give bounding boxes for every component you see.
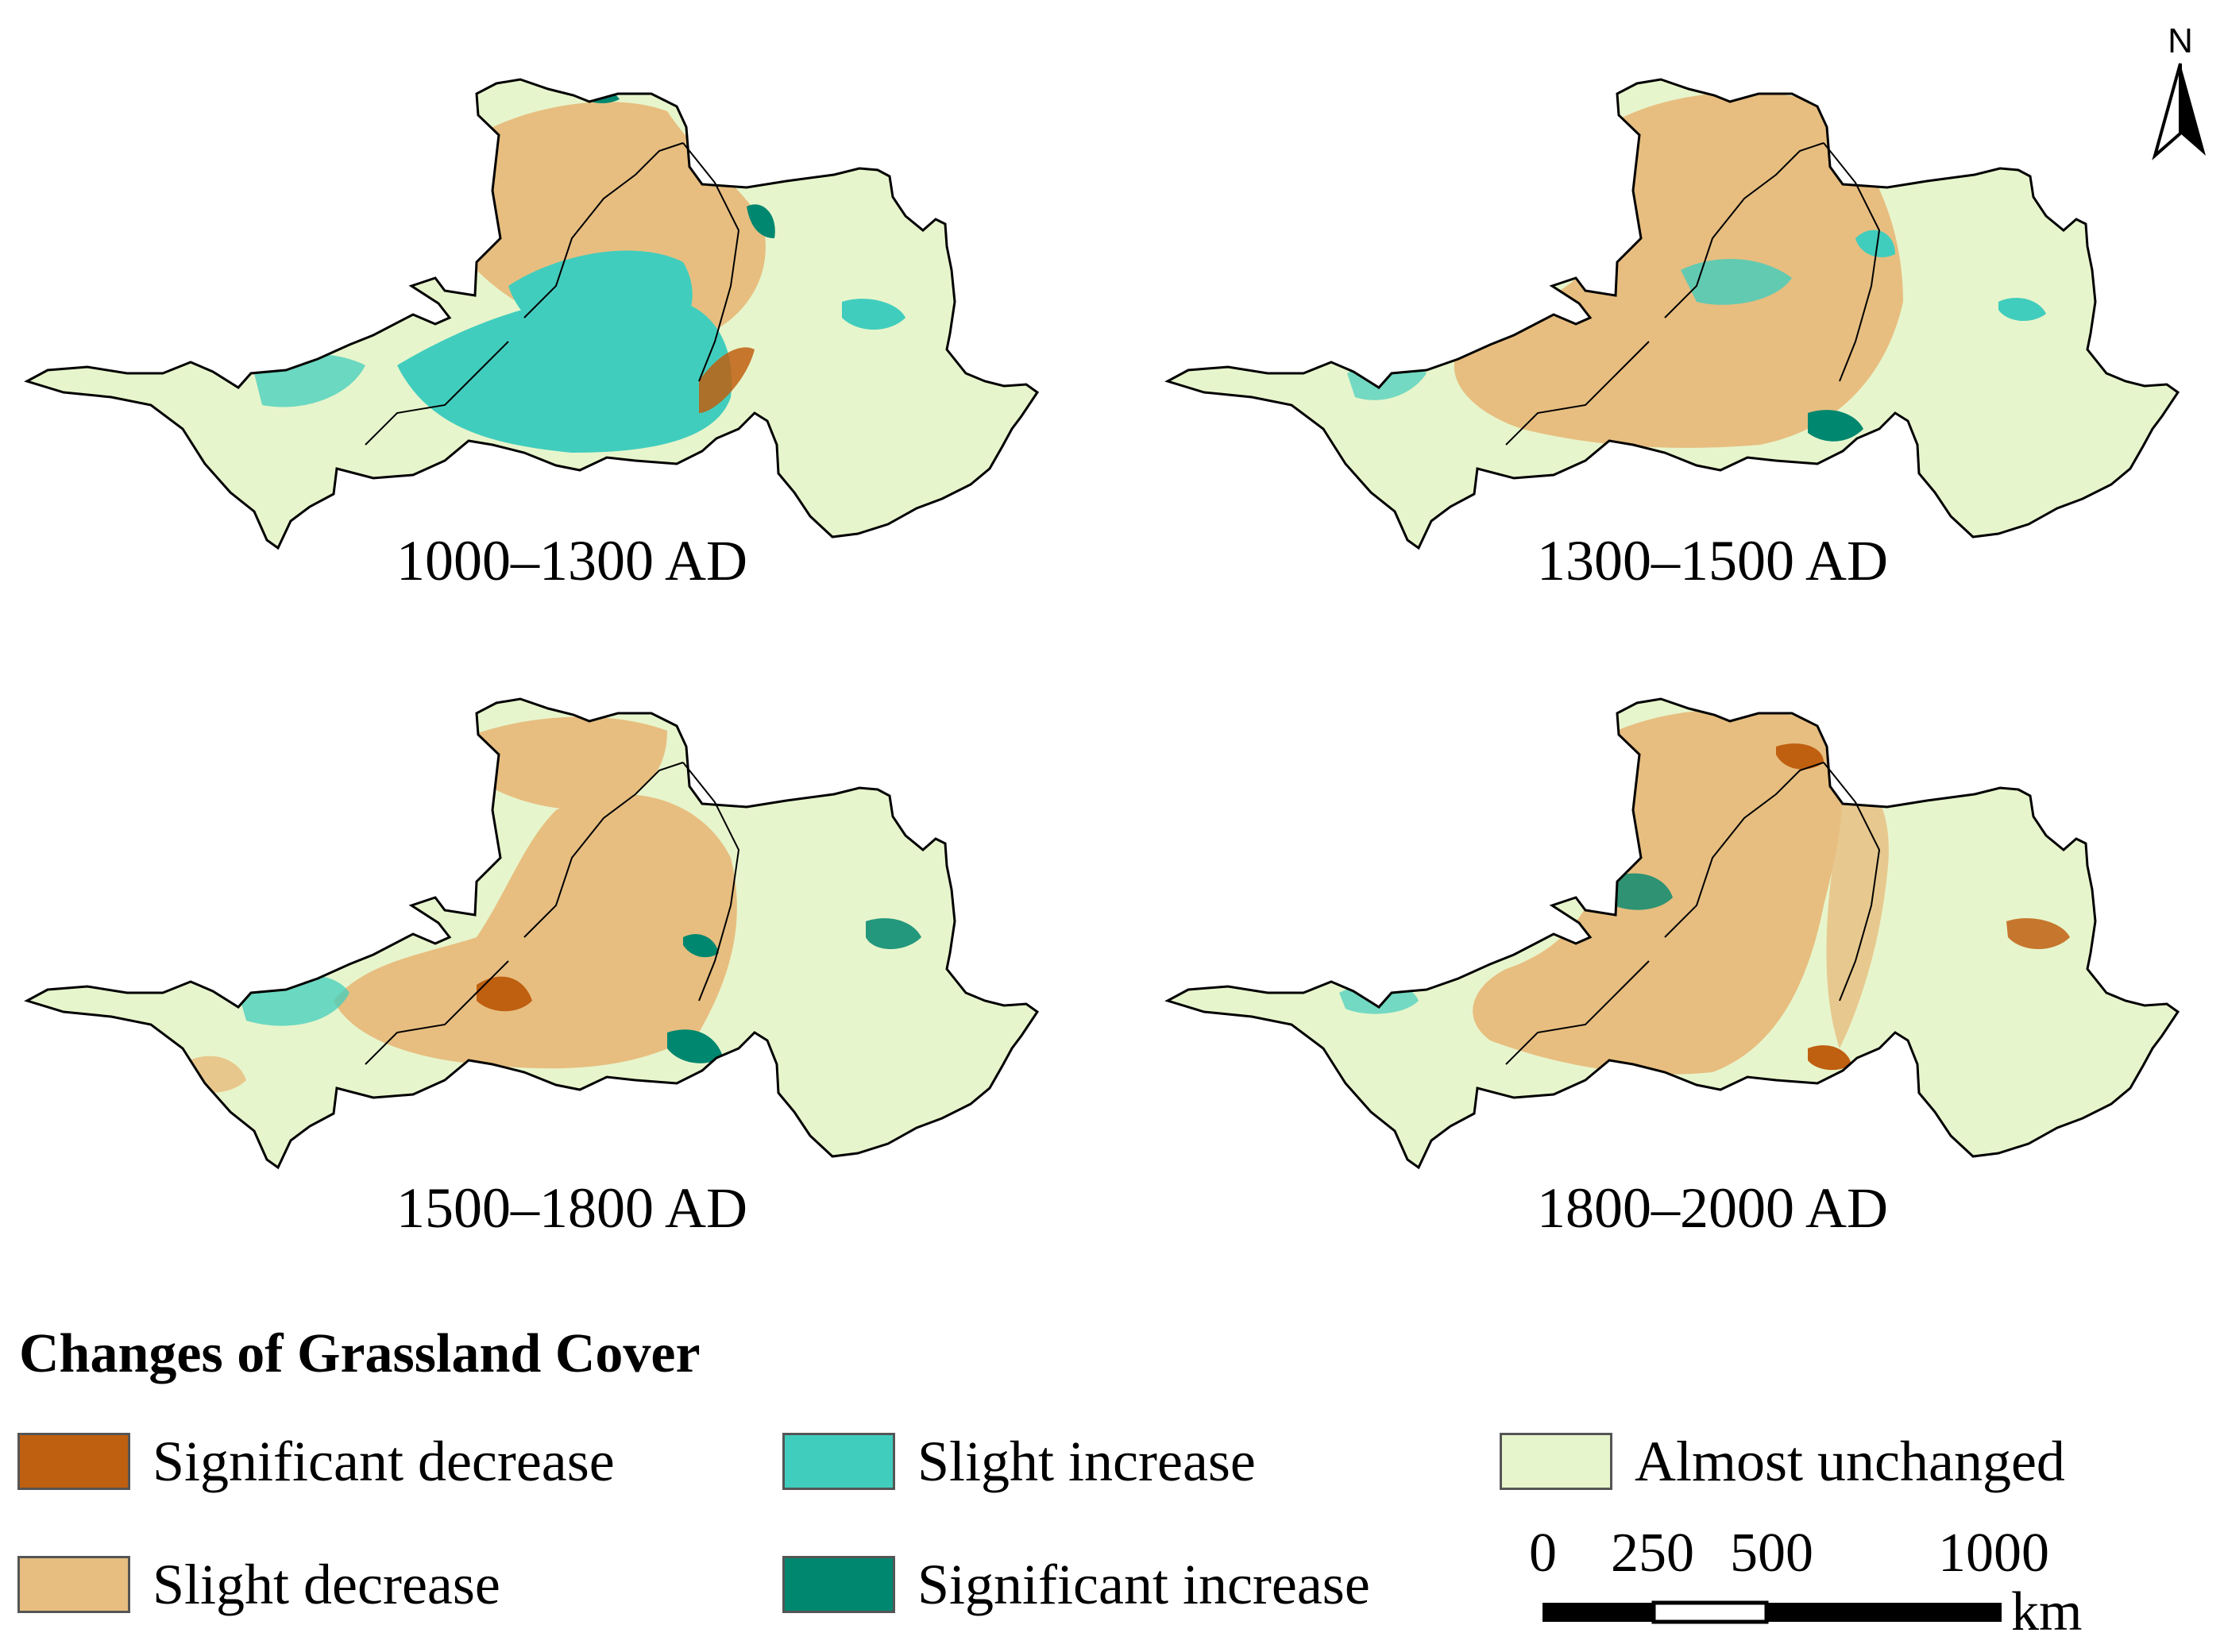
scale-tick-0: 0 [1529, 1523, 1557, 1584]
scale-tick-250: 250 [1611, 1523, 1694, 1584]
legend-swatch-significant-increase [782, 1556, 895, 1613]
scale-tick-1000: 1000 [1938, 1523, 2049, 1584]
legend-item-slight-increase: Slight increase [782, 1430, 1256, 1493]
period-label-4: 1800–2000 AD [1536, 1176, 1889, 1240]
grid-cover-3 [183, 716, 921, 1093]
map-panels [25, 78, 2180, 1169]
map-panel-1000-1300 [25, 78, 1039, 550]
legend-label-significant-increase: Significant increase [917, 1552, 1370, 1616]
scale-tick-500: 500 [1730, 1523, 1813, 1584]
legend-label-almost-unchanged: Almost unchanged [1635, 1429, 2065, 1493]
north-arrow: N [2149, 14, 2212, 169]
north-label: N [2168, 21, 2193, 60]
period-label-2: 1300–1500 AD [1536, 529, 1889, 592]
period-label-3: 1500–1800 AD [396, 1176, 748, 1240]
legend-swatch-significant-decrease [17, 1433, 130, 1490]
legend-label-significant-decrease: Significant decrease [153, 1429, 615, 1493]
grid-cover-2 [1347, 92, 2046, 448]
legend-item-significant-decrease: Significant decrease [17, 1430, 615, 1493]
scale-bar [1543, 1600, 2002, 1624]
map-panel-1300-1500 [1166, 78, 2180, 550]
map-panel-1800-2000 [1166, 697, 2180, 1169]
north-arrow-icon: N [2152, 21, 2206, 160]
legend-item-significant-increase: Significant increase [782, 1553, 1370, 1616]
legend-item-slight-decrease: Slight decrease [17, 1553, 500, 1616]
map-panel-1500-1800 [25, 697, 1039, 1169]
legend-swatch-almost-unchanged [1500, 1433, 1612, 1490]
legend-item-almost-unchanged: Almost unchanged [1500, 1430, 2065, 1493]
legend-swatch-slight-decrease [17, 1556, 130, 1613]
legend-swatch-slight-increase [782, 1433, 895, 1490]
period-label-1: 1000–1300 AD [396, 529, 748, 592]
scale-unit: km [2011, 1581, 2083, 1642]
legend-label-slight-decrease: Slight decrease [153, 1552, 500, 1616]
legend-label-slight-increase: Slight increase [917, 1429, 1256, 1493]
grid-cover-1 [254, 86, 905, 453]
legend-title: Changes of Grassland Cover [19, 1323, 701, 1384]
